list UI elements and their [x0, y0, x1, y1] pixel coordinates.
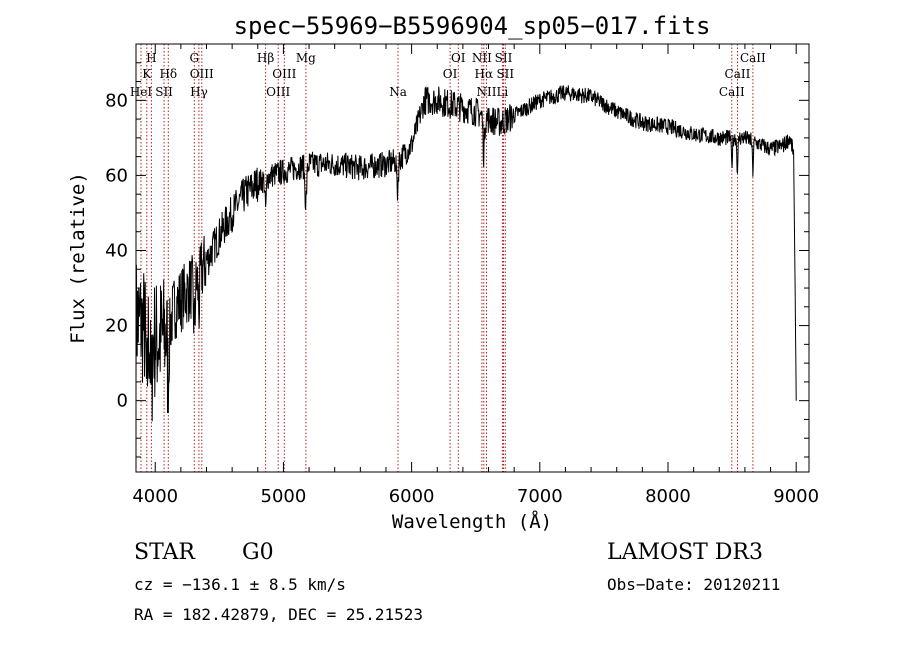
survey-name: LAMOST DR3: [607, 540, 763, 565]
x-axis-ticks: 4000 5000 6000 7000 8000 9000: [132, 44, 819, 507]
line-label-6: OIII: [190, 67, 214, 81]
line-label-4: Hδ: [159, 67, 177, 81]
line-label-10: OIII: [272, 67, 296, 81]
x-axis-label: Wavelength (Å): [392, 510, 552, 533]
line-label-1: K: [142, 67, 152, 81]
y-axis-ticks: 0 20 40 60 80: [105, 62, 809, 458]
line-label-0: H: [146, 51, 156, 65]
line-label-12: Na: [389, 85, 407, 99]
line-label-13: OI: [443, 67, 458, 81]
line-label-15: NII: [472, 51, 492, 65]
redshift-velocity: cz = −136.1 ± 8.5 km/s: [134, 575, 346, 594]
y-tick-label-0: 0: [117, 391, 128, 412]
line-label-8: Hβ: [257, 51, 274, 65]
line-label-5: G: [190, 51, 200, 65]
y-tick-label-4: 80: [105, 90, 128, 111]
line-label-19: SII: [496, 67, 514, 81]
line-label-9: OIII: [266, 85, 290, 99]
spectrum-layer: [135, 85, 797, 422]
x-tick-label-4: 8000: [645, 486, 691, 507]
line-label-3: SII: [155, 85, 173, 99]
line-label-22: CaII: [725, 67, 751, 81]
observation-date: Obs−Date: 20120211: [607, 575, 780, 594]
line-label-2: HeI: [130, 85, 153, 99]
line-label-16: NII: [476, 85, 496, 99]
x-tick-label-1: 5000: [261, 486, 307, 507]
x-tick-label-3: 7000: [517, 486, 563, 507]
coordinates: RA = 182.42879, DEC = 25.21523: [134, 605, 423, 624]
line-label-7: Hγ: [190, 85, 208, 99]
object-subclass: G0: [242, 540, 274, 565]
line-label-23: CaII: [740, 51, 766, 65]
spectrum-line: [135, 85, 797, 422]
line-label-11: Mg: [296, 51, 316, 65]
line-label-17: Hα: [474, 67, 493, 81]
line-label-14: OI: [451, 51, 466, 65]
line-label-21: CaII: [719, 85, 745, 99]
x-tick-label-2: 6000: [389, 486, 435, 507]
x-tick-label-0: 4000: [132, 486, 178, 507]
x-tick-label-5: 9000: [773, 486, 819, 507]
y-axis-label: Flux (relative): [67, 172, 89, 344]
object-class: STAR: [134, 540, 196, 565]
line-label-20: Li: [496, 85, 508, 99]
line-label-18: SII: [495, 51, 513, 65]
y-tick-label-2: 40: [105, 240, 128, 261]
plot-frame: [135, 43, 810, 473]
y-tick-label-3: 60: [105, 165, 128, 186]
chart-title: spec−55969−B5596904_sp05−017.fits: [234, 12, 711, 40]
y-tick-label-1: 20: [105, 316, 128, 337]
